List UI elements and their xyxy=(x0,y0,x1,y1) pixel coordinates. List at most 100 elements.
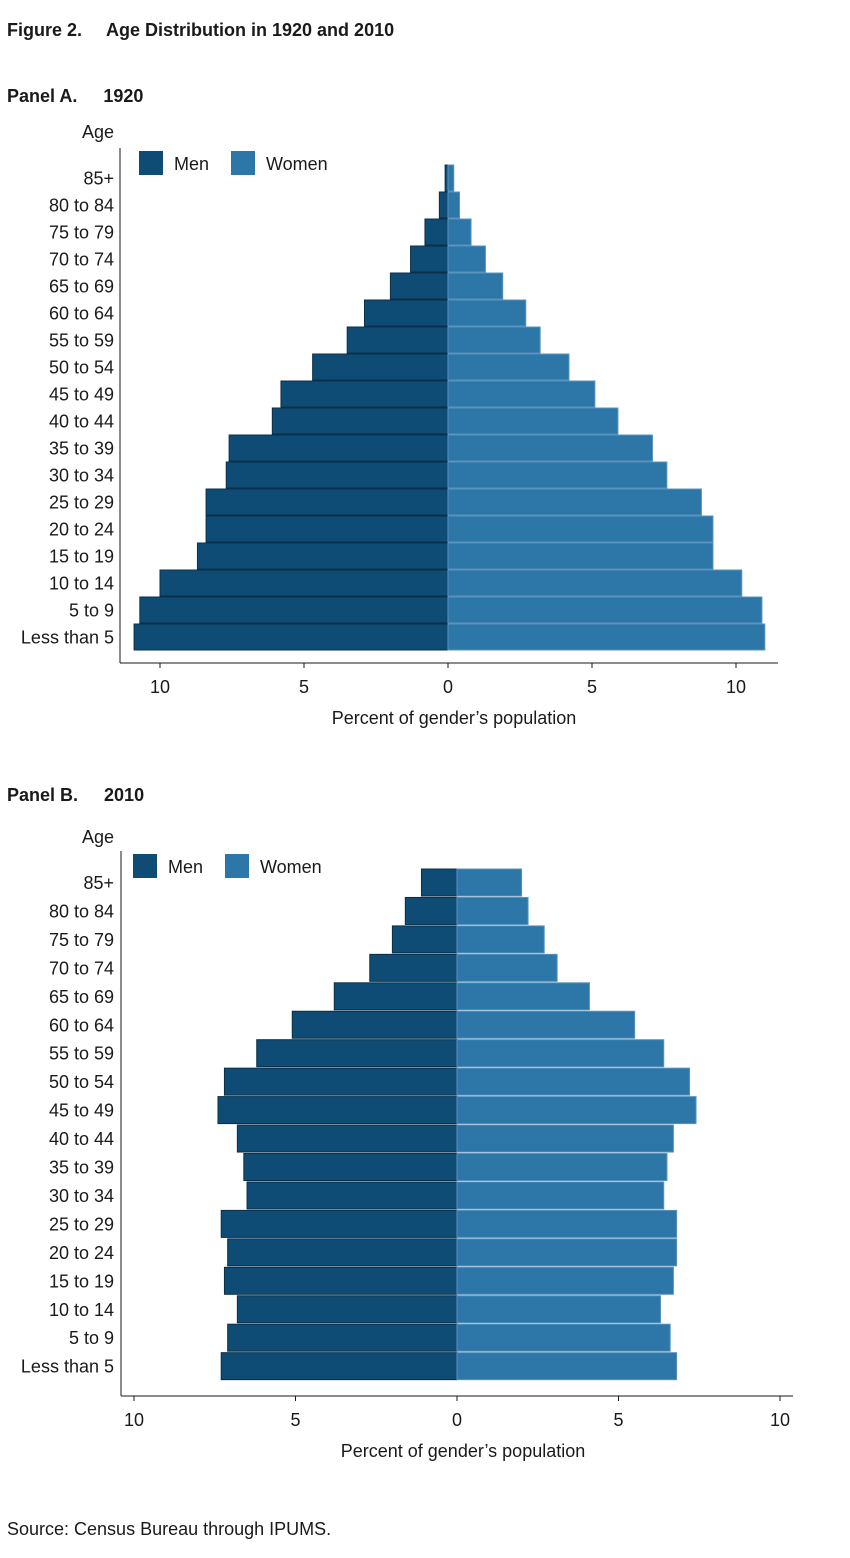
panel-b-year: 2010 xyxy=(104,785,145,805)
bar-women xyxy=(447,353,570,381)
bar-men xyxy=(223,1266,458,1295)
bar-women xyxy=(456,982,590,1011)
x-tick-label: 0 xyxy=(443,677,453,697)
bar-women xyxy=(456,1266,674,1295)
bar-men xyxy=(410,245,449,273)
category-label: 55 to 59 xyxy=(49,331,114,351)
bar-women xyxy=(456,1323,671,1352)
category-label: 60 to 64 xyxy=(49,304,114,324)
x-tick-label: 0 xyxy=(452,1410,462,1430)
legend-swatch-women xyxy=(225,854,249,878)
x-tick-label: 10 xyxy=(726,677,746,697)
category-label: 35 to 39 xyxy=(49,439,114,459)
category-label: 30 to 34 xyxy=(49,1186,114,1206)
legend-swatch-women xyxy=(231,151,255,175)
bar-women xyxy=(447,569,743,597)
category-label: 50 to 54 xyxy=(49,1072,114,1092)
x-axis-title: Percent of gender’s population xyxy=(341,1441,586,1461)
bar-men xyxy=(246,1181,458,1210)
x-tick-label: 10 xyxy=(124,1410,144,1430)
category-label: 50 to 54 xyxy=(49,358,114,378)
legend-label-men: Men xyxy=(168,857,203,877)
category-label: 15 to 19 xyxy=(49,1271,114,1291)
bar-men xyxy=(223,1067,458,1096)
category-label: 15 to 19 xyxy=(49,547,114,567)
bar-men xyxy=(220,1209,458,1238)
category-label: Less than 5 xyxy=(21,1357,114,1377)
bar-men xyxy=(205,488,449,516)
bar-women xyxy=(456,1295,661,1324)
panel-b-label: Panel B. xyxy=(7,785,79,805)
category-label: 85+ xyxy=(83,169,114,189)
bar-men xyxy=(280,380,449,408)
y-axis-title: Age xyxy=(82,122,114,142)
bar-men xyxy=(227,1323,458,1352)
bar-men xyxy=(243,1153,458,1181)
category-label: 20 to 24 xyxy=(49,1243,114,1263)
bar-women xyxy=(447,299,527,327)
bar-women xyxy=(447,461,668,489)
bar-men xyxy=(256,1039,458,1068)
bar-women xyxy=(456,1181,665,1210)
category-label: 80 to 84 xyxy=(49,196,114,216)
category-label: 25 to 29 xyxy=(49,1214,114,1234)
category-label: 40 to 44 xyxy=(49,1129,114,1149)
bar-women xyxy=(456,1096,697,1125)
pyramid-chart-2010: 85+ 80 to 84 75 to 79 70 to 74 65 to 69 60 to… xyxy=(21,827,793,1461)
pyramid-chart-1920: 85+ 80 to 84 75 to 79 70 to 74 65 to 69 60 to… xyxy=(21,122,778,728)
bar-women xyxy=(456,1153,668,1181)
category-label: 5 to 9 xyxy=(69,1328,114,1348)
bar-women xyxy=(447,380,596,408)
source-note: Source: Census Bureau through IPUMS. xyxy=(7,1519,332,1539)
bar-women xyxy=(447,542,714,570)
category-label: 10 to 14 xyxy=(49,1300,114,1320)
category-label: 40 to 44 xyxy=(49,412,114,432)
category-label: 45 to 49 xyxy=(49,1101,114,1121)
category-label: 65 to 69 xyxy=(49,277,114,297)
panel-a-year: 1920 xyxy=(103,86,144,106)
bar-men xyxy=(236,1124,458,1153)
category-label: 55 to 59 xyxy=(49,1044,114,1064)
panel-b-title: Panel B. 2010 xyxy=(7,785,144,806)
x-tick-label: 5 xyxy=(299,677,309,697)
figure-title-text: Age Distribution in 1920 and 2010 xyxy=(106,20,395,40)
bar-women xyxy=(456,925,545,954)
bar-women xyxy=(447,488,702,516)
bar-women xyxy=(447,245,486,273)
x-tick-label: 5 xyxy=(613,1410,623,1430)
bar-men xyxy=(196,542,449,570)
bar-men xyxy=(139,596,449,624)
category-label: 80 to 84 xyxy=(49,901,114,921)
bar-men xyxy=(220,1352,458,1381)
bar-men xyxy=(133,623,449,651)
bar-women xyxy=(447,191,461,219)
legend-label-women: Women xyxy=(260,857,322,877)
bar-men xyxy=(391,925,458,954)
bar-women xyxy=(447,596,763,624)
bar-men xyxy=(159,569,449,597)
bar-men xyxy=(420,868,458,897)
bar-women xyxy=(447,515,714,543)
category-label: 25 to 29 xyxy=(49,493,114,513)
bar-women xyxy=(456,1209,678,1238)
category-label: 5 to 9 xyxy=(69,601,114,621)
bar-women xyxy=(456,1352,678,1381)
bar-women xyxy=(456,896,529,925)
category-label: 60 to 64 xyxy=(49,1015,114,1035)
category-label: 75 to 79 xyxy=(49,223,114,243)
x-tick-label: 10 xyxy=(150,677,170,697)
category-label: 70 to 74 xyxy=(49,958,114,978)
x-tick-label: 5 xyxy=(587,677,597,697)
y-axis-title: Age xyxy=(82,827,114,847)
bar-men xyxy=(389,272,449,300)
category-label: 35 to 39 xyxy=(49,1158,114,1178)
legend-label-women: Women xyxy=(266,154,328,174)
x-axis-title: Percent of gender’s population xyxy=(332,708,577,728)
bar-men xyxy=(404,896,458,925)
figure-title: Figure 2. Age Distribution in 1920 and 20… xyxy=(7,20,394,41)
bar-men xyxy=(228,434,449,462)
bar-men xyxy=(205,515,449,543)
bar-men xyxy=(236,1295,458,1324)
bar-women xyxy=(447,326,541,354)
bar-men xyxy=(227,1238,458,1267)
